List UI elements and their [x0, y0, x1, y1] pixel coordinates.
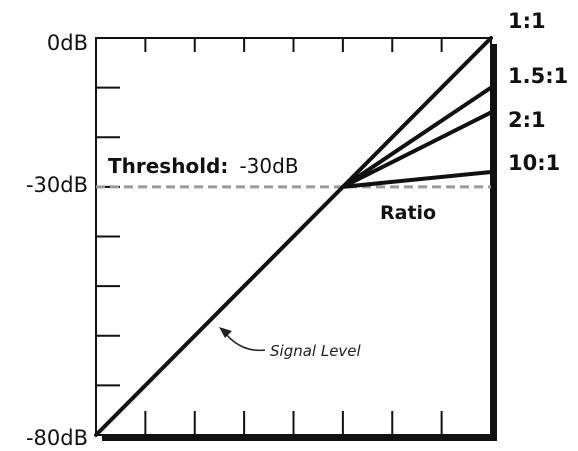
series-label-2-1: 2:1	[508, 108, 546, 132]
series-lines	[94, 36, 493, 437]
y-tick-label-0db: 0dB	[47, 31, 88, 55]
series-label-1-5-1: 1.5:1	[508, 64, 568, 88]
signal-level-line	[94, 184, 345, 437]
annotation-arrow	[225, 333, 266, 352]
series-line-10-1	[340, 169, 493, 189]
threshold-label: Threshold: -30dB	[108, 154, 299, 178]
y-tick-label-30db: -30dB	[26, 173, 88, 197]
series-label-10-1: 10:1	[508, 151, 560, 175]
frame-shadow-right	[491, 44, 497, 441]
annotation-arrowhead	[219, 327, 232, 338]
ratio-label: Ratio	[380, 202, 436, 224]
threshold-label-value: -30dB	[239, 154, 298, 178]
frame-shadow-bottom	[102, 435, 497, 441]
threshold-label-bold: Threshold:	[108, 154, 228, 178]
signal-level-annotation: Signal Level	[270, 342, 362, 360]
series-line-1-5-1	[340, 85, 493, 189]
series-line-2-1	[340, 110, 493, 189]
y-tick-label-80db: -80dB	[26, 426, 88, 450]
tick-marks	[96, 38, 443, 435]
series-label-1-1: 1:1	[508, 9, 546, 33]
series-line-1-1	[340, 36, 493, 189]
